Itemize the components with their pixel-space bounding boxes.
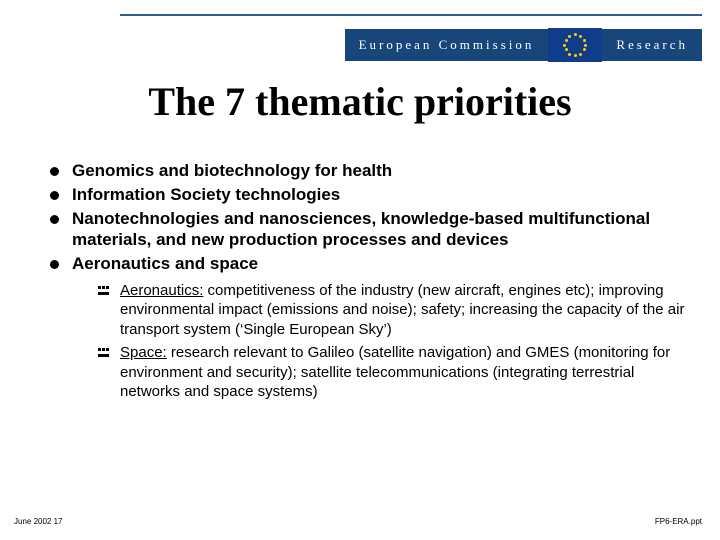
header-rule: [120, 14, 702, 16]
footer-right: FP6-ERA.ppt: [655, 517, 702, 526]
sub-list-item: Aeronautics: competitiveness of the indu…: [98, 281, 692, 340]
sub-item-lead: Aeronautics:: [120, 282, 203, 299]
list-item: Nanotechnologies and nanosciences, knowl…: [48, 208, 692, 252]
sub-item-lead: Space:: [120, 344, 167, 361]
header-bar: European Commission Research: [345, 28, 702, 62]
list-item-text: Genomics and biotechnology for health: [72, 161, 392, 180]
slide: European Commission Research The 7 thema…: [0, 0, 720, 540]
page-title: The 7 thematic priorities: [0, 78, 720, 125]
header-right-label: Research: [602, 29, 702, 61]
body-content: Genomics and biotechnology for health In…: [48, 160, 692, 406]
sub-item-rest: competitiveness of the industry (new air…: [120, 282, 684, 338]
list-item: Information Society technologies: [48, 184, 692, 206]
sub-list-item: Space: research relevant to Galileo (sat…: [98, 343, 692, 402]
eu-flag-icon: [548, 28, 602, 62]
sub-item-rest: research relevant to Galileo (satellite …: [120, 344, 670, 400]
list-item: Aeronautics and space Aeronautics: compe…: [48, 253, 692, 402]
footer-left: June 2002 17: [14, 517, 63, 526]
list-item-text: Aeronautics and space: [72, 254, 258, 273]
list-item: Genomics and biotechnology for health: [48, 160, 692, 182]
main-list: Genomics and biotechnology for health In…: [48, 160, 692, 402]
header-left-label: European Commission: [345, 29, 549, 61]
list-item-text: Nanotechnologies and nanosciences, knowl…: [72, 209, 650, 250]
sub-list: Aeronautics: competitiveness of the indu…: [98, 281, 692, 402]
list-item-text: Information Society technologies: [72, 185, 340, 204]
